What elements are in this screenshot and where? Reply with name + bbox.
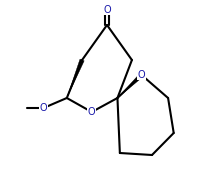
Polygon shape xyxy=(67,59,84,98)
Polygon shape xyxy=(117,73,143,98)
Text: O: O xyxy=(88,107,95,117)
Text: O: O xyxy=(138,70,145,80)
Text: O: O xyxy=(40,103,47,113)
Text: O: O xyxy=(103,5,111,15)
